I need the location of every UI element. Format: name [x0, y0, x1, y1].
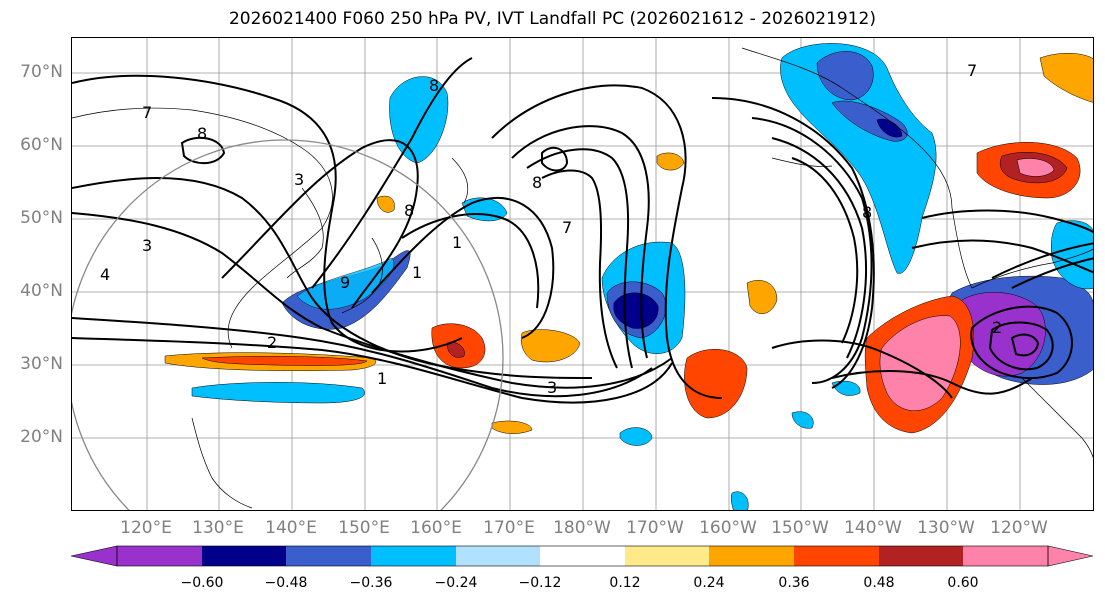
lon-label-180w: 180°W — [553, 518, 611, 538]
contour-label: 4 — [100, 265, 110, 284]
map-canvas: 7 8 3 4 8 3 8 8 7 1 9 2 1 1 3 7 8 2 — [72, 38, 1093, 510]
colorbar-segment — [202, 546, 286, 566]
lat-label-70n: 70°N — [20, 62, 63, 82]
contour-label: 8 — [532, 173, 542, 192]
colorbar-segment — [879, 546, 963, 566]
colorbar-segment — [286, 546, 371, 566]
contour-label: 3 — [547, 378, 557, 397]
contour-label: 8 — [862, 203, 872, 222]
contour-label: 1 — [412, 263, 422, 282]
colorbar-tick: −0.36 — [349, 575, 393, 591]
lon-label-160e: 160°E — [410, 518, 462, 538]
lon-label-130w: 130°W — [917, 518, 975, 538]
colorbar-segment — [540, 546, 625, 566]
pv-contours — [72, 57, 1093, 404]
lon-label-170e: 170°E — [483, 518, 535, 538]
colorbar-tick: 0.24 — [693, 575, 725, 591]
colorbar-extend-left — [70, 545, 118, 567]
contour-label: 7 — [562, 218, 572, 237]
colorbar-segment — [456, 546, 540, 566]
contour-label: 1 — [452, 233, 462, 252]
colorbar-tick: 0.36 — [778, 575, 810, 591]
lon-label-150w: 150°W — [771, 518, 829, 538]
colorbar-tick: 0.60 — [947, 575, 979, 591]
lat-label-30n: 30°N — [20, 354, 63, 374]
contour-label: 7 — [142, 103, 152, 122]
colorbar-tick: −0.12 — [518, 575, 562, 591]
contour-label: 1 — [377, 369, 387, 388]
ivt-negative-shading — [191, 43, 1093, 510]
lon-label-150e: 150°E — [338, 518, 390, 538]
colorbar-segment — [117, 546, 202, 566]
lon-label-120w: 120°W — [990, 518, 1048, 538]
colorbar-tick: 0.12 — [609, 575, 641, 591]
lat-label-50n: 50°N — [20, 208, 63, 228]
colorbar-tick: 0.48 — [863, 575, 895, 591]
contour-label: 9 — [340, 273, 350, 292]
colorbar-extend-right — [1047, 545, 1094, 567]
radius-circle — [72, 139, 504, 510]
colorbar-segment — [625, 546, 709, 566]
lon-label-130e: 130°E — [192, 518, 244, 538]
contour-label: 2 — [267, 333, 277, 352]
contour-label: 8 — [404, 201, 414, 220]
contour-labels: 7 8 3 4 8 3 8 8 7 1 9 2 1 1 3 7 8 2 — [100, 61, 1002, 397]
contour-label: 2 — [992, 318, 1002, 337]
colorbar-segments — [117, 546, 1048, 566]
colorbar-tick: −0.60 — [180, 575, 224, 591]
colorbar-segment — [963, 546, 1048, 566]
lat-label-40n: 40°N — [20, 281, 63, 301]
lat-label-60n: 60°N — [20, 135, 63, 155]
contour-label: 7 — [967, 61, 977, 80]
figure-title: 2026021400 F060 250 hPa PV, IVT Landfall… — [228, 9, 876, 29]
map-panel: 7 8 3 4 8 3 8 8 7 1 9 2 1 1 3 7 8 2 — [71, 37, 1094, 511]
contour-label: 3 — [294, 170, 304, 189]
lon-label-120e: 120°E — [120, 518, 172, 538]
lat-label-20n: 20°N — [20, 427, 63, 447]
colorbar-outline — [116, 545, 1049, 567]
lon-label-170w: 170°W — [626, 518, 684, 538]
coastlines — [72, 47, 1093, 509]
contour-label: 3 — [142, 236, 152, 255]
lon-label-140e: 140°E — [265, 518, 317, 538]
colorbar-tick: −0.48 — [264, 575, 308, 591]
colorbar-tick: −0.24 — [434, 575, 478, 591]
lon-label-160w: 160°W — [699, 518, 757, 538]
colorbar-segment — [709, 546, 794, 566]
ivt-positive-shading — [164, 53, 1093, 434]
lon-label-140w: 140°W — [844, 518, 902, 538]
contour-label: 8 — [197, 124, 207, 143]
colorbar-segment — [371, 546, 456, 566]
colorbar-segment — [794, 546, 879, 566]
contour-label: 8 — [429, 76, 439, 95]
